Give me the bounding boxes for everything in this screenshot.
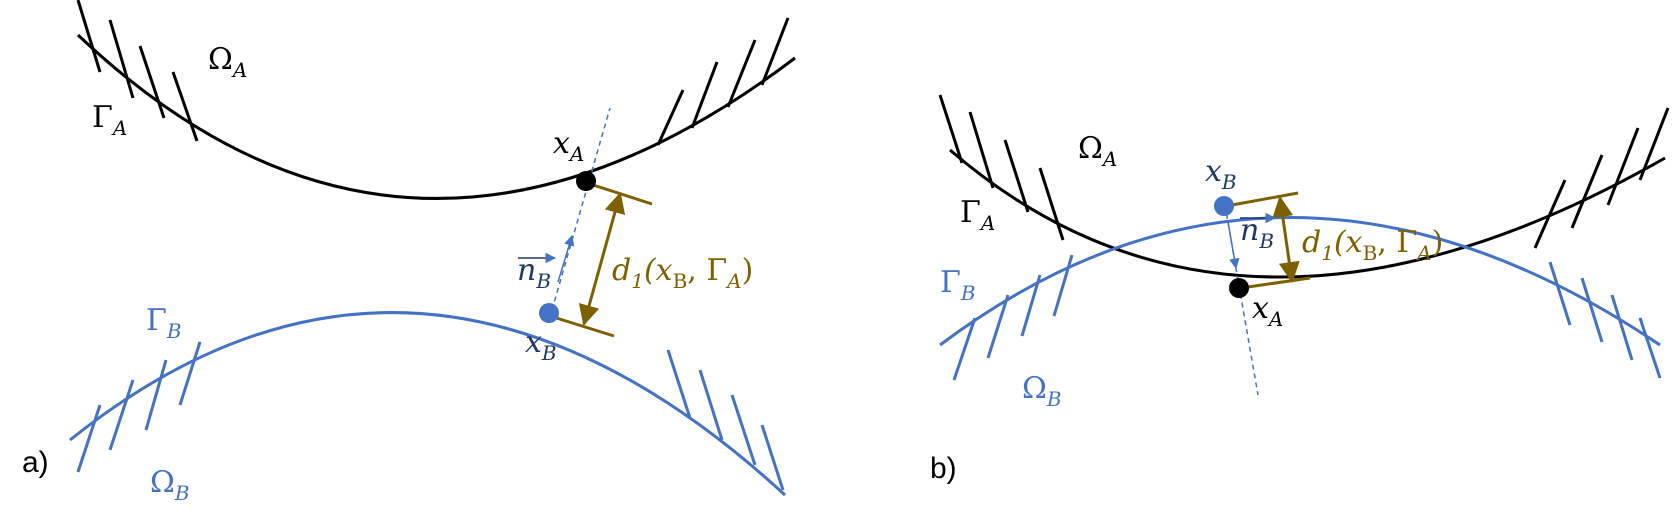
panel-b-xb-label: xB (1205, 154, 1237, 194)
panel-a-gamma-b-label: ΓB (146, 303, 182, 343)
panel-b-point-xb (1214, 196, 1234, 216)
panel-b-tag: b) (930, 452, 957, 485)
panel-b-hatching-omega-a (938, 94, 1670, 249)
panel-a-omega-a-label: ΩA (208, 42, 247, 82)
panel-a-normal-line (551, 107, 611, 311)
panel-a-distance-bracket (549, 182, 653, 338)
panel-b-omega-a-label: ΩA (1078, 131, 1117, 171)
panel-a-gamma-a-label: ΓA (92, 100, 127, 140)
panel-b-omega-b-label: ΩB (1022, 371, 1062, 411)
panel-a: ΩA ΓA xA nB d1(xB, ΓA) ΓB xB ΩB a) (22, 0, 796, 505)
panel-a-point-xb (539, 303, 559, 323)
panel-a-distance-label: d1(xB, ΓA) (612, 253, 753, 293)
panel-b-distance-bracket (1231, 191, 1311, 289)
panel-a-normal-label: nB (517, 253, 551, 293)
panel-a-surface-gamma-a (76, 33, 796, 200)
panel-b-gamma-a-label: ΓA (960, 195, 995, 235)
panel-a-point-xa (576, 171, 596, 191)
panel-a-normal-arrow (557, 234, 575, 283)
panel-b-xa-label: xA (1252, 291, 1283, 331)
panel-a-xb-label: xB (525, 325, 557, 365)
panel-b-distance-label: d1(xB, ΓA) (1302, 225, 1443, 265)
panel-b-normal-label: nB (1240, 213, 1274, 253)
panel-a-surface-gamma-b (69, 311, 787, 497)
panel-b-point-xa (1229, 278, 1249, 298)
panel-b-hatching-omega-b (952, 254, 1662, 381)
panel-a-hatching-omega-b (76, 341, 785, 491)
panel-b-surface-gamma-b (939, 216, 1661, 347)
panel-a-hatching-omega-a (76, 0, 790, 146)
panel-b: ΩA ΓA xB nB d1(xB, ΓA) ΓB xA ΩB b) (930, 94, 1670, 485)
panel-a-tag: a) (22, 446, 49, 479)
panel-b-normal-arrow (1227, 221, 1240, 270)
panel-a-xa-label: xA (553, 126, 584, 166)
panel-b-gamma-b-label: ΓB (940, 265, 976, 305)
panel-a-omega-b-label: ΩB (150, 465, 190, 505)
